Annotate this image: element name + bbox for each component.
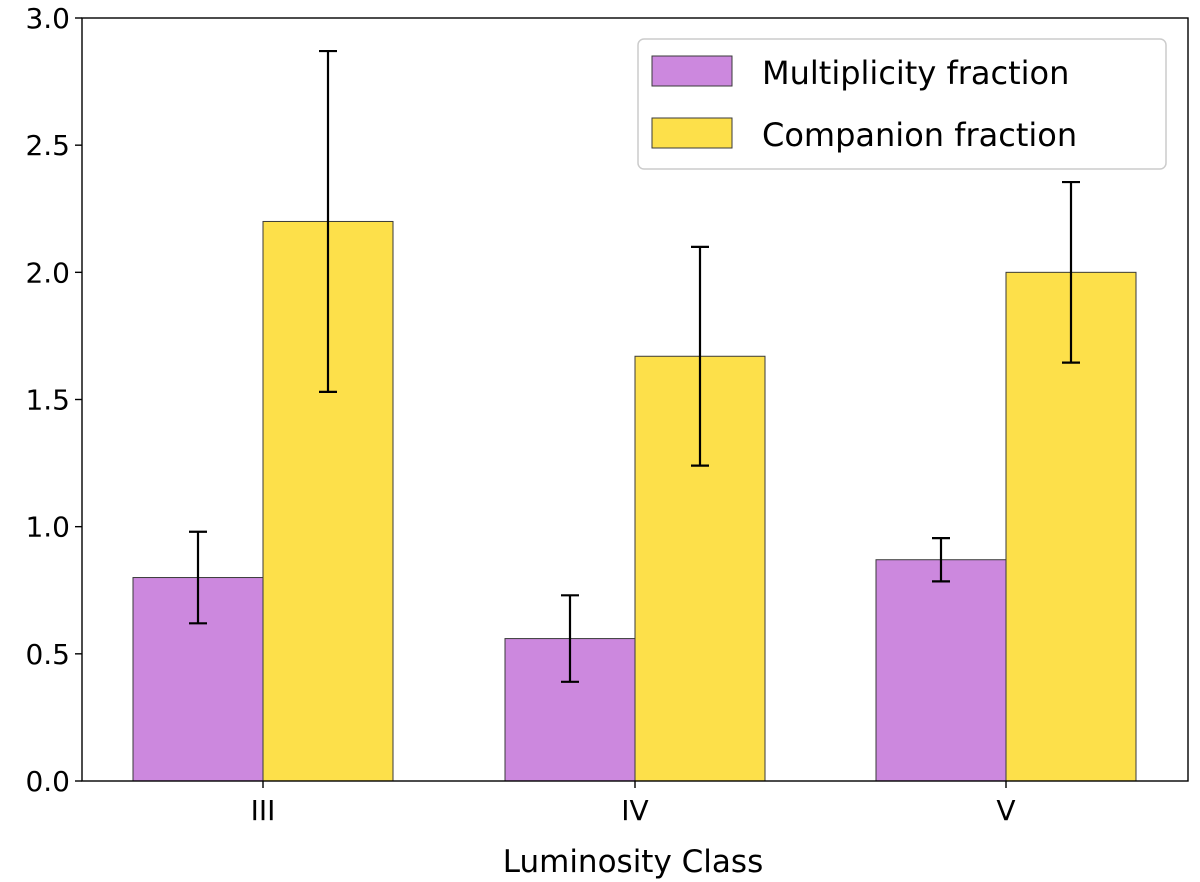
error-bars-layer (189, 49, 1080, 683)
legend: Multiplicity fraction Companion fraction (637, 38, 1167, 170)
error-bar-multiplicity-fraction-iv (561, 594, 579, 683)
y-tick-label: 2.0 (25, 256, 70, 289)
legend-item: Companion fraction (651, 116, 1077, 154)
x-tick-label: IV (621, 794, 648, 827)
error-bar-companion-fraction-iii (319, 49, 337, 393)
y-tick-label: 1.0 (25, 511, 70, 544)
error-bar-companion-fraction-v (1062, 180, 1080, 364)
legend-swatch (651, 55, 733, 87)
y-tick-label: 0.0 (25, 765, 70, 798)
x-axis-label: Luminosity Class (503, 844, 763, 880)
legend-swatch (651, 117, 733, 149)
bars-layer (132, 220, 1137, 782)
y-tick-label: 3.0 (25, 2, 70, 35)
y-tick-label: 2.5 (25, 129, 70, 162)
legend-label: Companion fraction (762, 116, 1077, 154)
legend-item: Multiplicity fraction (651, 54, 1069, 92)
y-axis: 0.0 0.5 1.0 1.5 2.0 2.5 3.0 (25, 2, 82, 798)
legend-frame (637, 38, 1167, 170)
y-tick-label: 1.5 (25, 384, 70, 417)
error-bar-multiplicity-fraction-v (932, 537, 950, 583)
y-tick-label: 0.5 (25, 638, 70, 671)
x-axis: III IV V (251, 781, 1016, 827)
error-bar-companion-fraction-iv (691, 245, 709, 467)
x-tick-label: III (251, 794, 276, 827)
bar-multiplicity-fraction-v (875, 559, 1007, 782)
legend-label: Multiplicity fraction (762, 54, 1069, 92)
x-tick-label: V (996, 794, 1015, 827)
error-bar-multiplicity-fraction-iii (189, 530, 207, 625)
